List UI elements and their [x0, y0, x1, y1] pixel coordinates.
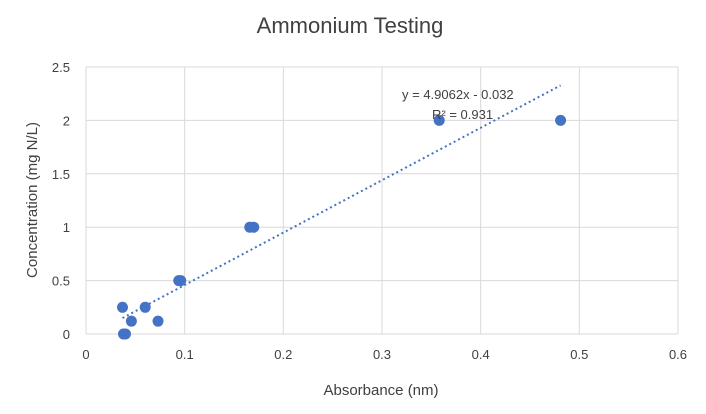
y-tick-label: 0.5: [52, 274, 70, 289]
x-axis-label: Absorbance (nm): [323, 382, 438, 399]
x-tick-label: 0.2: [274, 347, 292, 362]
data-point: [152, 315, 164, 327]
data-point: [433, 114, 445, 126]
x-tick-label: 0: [82, 347, 89, 362]
y-axis-label: Concentration (mg N/L): [24, 122, 41, 278]
data-point: [117, 301, 129, 313]
data-point: [175, 275, 187, 287]
data-point: [125, 315, 137, 327]
y-tick-label: 1.5: [52, 167, 70, 182]
trendline-r-squared: R² = 0.931: [432, 107, 493, 122]
data-point: [139, 301, 151, 313]
y-tick-label: 2.5: [52, 60, 70, 75]
x-tick-label: 0.5: [570, 347, 588, 362]
x-axis-ticks: 0 0.1 0.2 0.3 0.4 0.5 0.6: [82, 347, 687, 362]
data-point: [119, 328, 131, 340]
data-point: [555, 114, 567, 126]
x-tick-label: 0.1: [176, 347, 194, 362]
data-point: [248, 221, 260, 233]
gridlines: [85, 66, 679, 335]
chart-title: Ammonium Testing: [257, 13, 444, 38]
data-points: [117, 114, 567, 340]
y-tick-label: 1: [63, 220, 70, 235]
y-tick-label: 2: [63, 113, 70, 128]
x-tick-label: 0.3: [373, 347, 391, 362]
trendline-equation: y = 4.9062x - 0.032: [402, 87, 514, 102]
y-tick-label: 0: [63, 327, 70, 342]
y-axis-ticks: 0 0.5 1 1.5 2 2.5: [52, 60, 70, 342]
x-tick-label: 0.6: [669, 347, 687, 362]
x-tick-label: 0.4: [472, 347, 490, 362]
